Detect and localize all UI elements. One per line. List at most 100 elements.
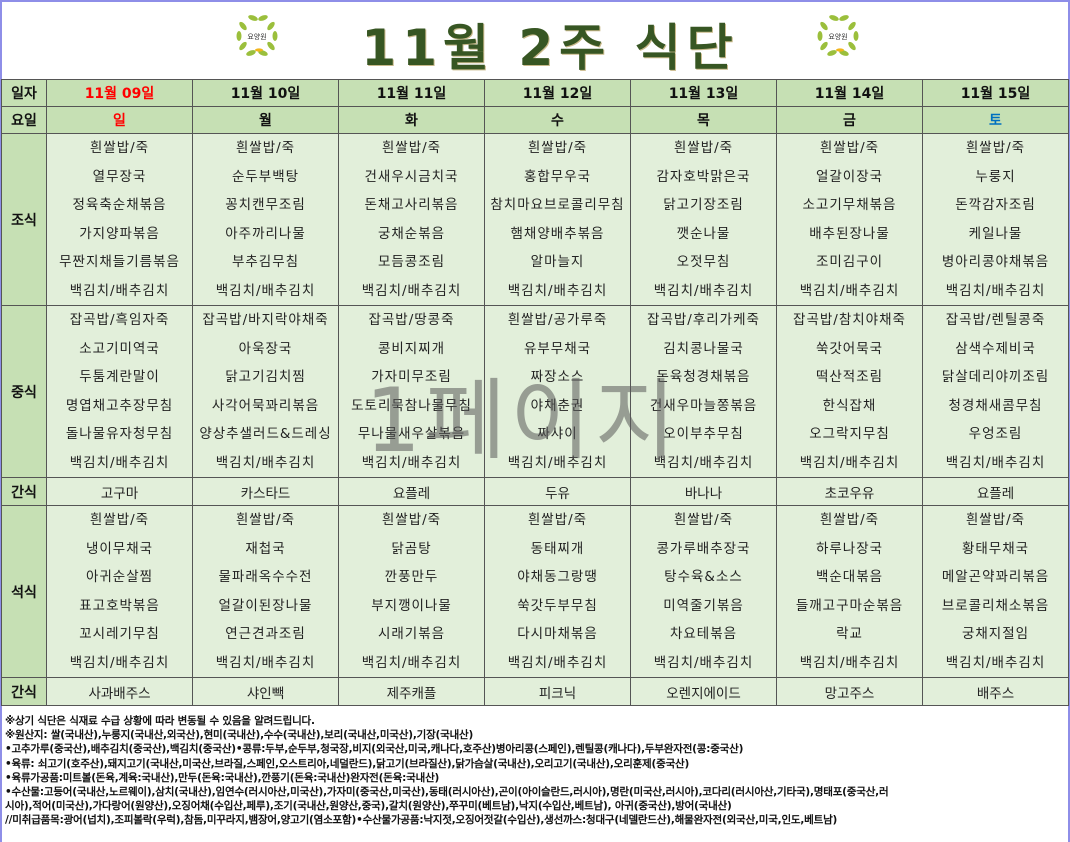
menu-item: 돈채고사리볶음 [364,197,459,213]
menu-item: 모듬콩조림 [377,254,446,270]
menu-item: 잡곡밥/땅콩죽 [368,312,455,328]
note-line: •육류: 쇠고기(호주산),돼지고기(국내산,미국산,브라질,스페인,오스트리아… [5,757,690,770]
menu-item: 백김치/배추김치 [653,454,754,471]
menu-item: 꽁치캔무조림 [225,197,306,213]
menu-item: 돌나물유자청무침 [65,426,174,442]
menu-item: 백김치/배추김치 [361,654,462,671]
row-breakfast: 조식 흰쌀밥/죽 열무장국 정육축순채볶음 가지양파볶음 무짠지채들기름볶음 백김치/배추김… [1,133,1069,306]
lunch-cell: 잡곡밥/바지락야채죽 아욱장국 닭고기김치찜 사각어묵꽈리볶음 양상추샐러드&드레싱 백김… [192,305,339,478]
menu-item: 건새우시금치국 [364,168,459,185]
snack1-cell: 바나나 [630,477,777,506]
menu-item: 재첩국 [245,540,286,557]
menu-item: 백순대볶음 [815,569,884,585]
dinner-cell: 흰쌀밥/죽 동태찌개 야채동그랑땡 쑥갓두부무침 다시마채볶음 백김치/배추김치 [484,505,631,678]
menu-item: 흰쌀밥/죽 [965,512,1026,528]
breakfast-cell: 흰쌀밥/죽 건새우시금치국 돈채고사리볶음 궁채순볶음 모듬콩조림 백김치/배추김치 [338,133,485,306]
weekday-cell: 화 [338,106,485,134]
menu-item: 흰쌀밥/죽 [89,512,150,528]
menu-item: 얼갈이된장나물 [218,597,313,614]
menu-item: 차요테볶음 [669,626,738,642]
menu-item: 두툼계란말이 [79,369,160,385]
snack1-cell: 요플레 [922,477,1069,506]
menu-item: 오이부추무침 [663,426,744,442]
row-label-lunch: 중식 [1,305,47,478]
menu-item: 잡곡밥/렌틸콩죽 [945,312,1046,328]
snack2-cell: 피크닉 [484,677,631,706]
menu-item: 잡곡밥/바지락야채죽 [202,312,329,328]
lunch-cell: 잡곡밥/렌틸콩죽 삼색수제비국 닭살데리야끼조림 청경채새콤무침 우엉조림 백김치/배추김… [922,305,1069,478]
row-date: 일자 11월 09일 11월 10일 11월 11일 11월 12일 11월 13일 11월… [1,79,1069,107]
menu-item: 닭고기장조림 [663,197,744,213]
breakfast-cell: 흰쌀밥/죽 누룽지 돈깍감자조림 케일나물 병아리콩야채볶음 백김치/배추김치 [922,133,1069,306]
breakfast-cell: 흰쌀밥/죽 감자호박맑은국 닭고기장조림 깻순나물 오젓무침 백김치/배추김치 [630,133,777,306]
menu-item: 백김치/배추김치 [361,454,462,471]
snack1-cell: 요플레 [338,477,485,506]
menu-item: 가자미무조림 [371,369,452,385]
date-cell: 11월 13일 [630,79,777,107]
note-line: •육류가공품:미트볼(돈육,계육:국내산),만두(돈육:국내산),깐풍기(돈육:… [5,771,440,784]
menu-item: 콩가루배추장국 [656,540,751,557]
row-label-weekday: 요일 [1,106,47,134]
menu-item: 잡곡밥/참치야채죽 [793,312,906,328]
menu-item: 백김치/배추김치 [945,454,1046,471]
breakfast-cell: 흰쌀밥/죽 홍합무우국 참치마요브로콜리무침 햄채양배추볶음 알마늘지 백김치/배추김치 [484,133,631,306]
breakfast-cell: 흰쌀밥/죽 열무장국 정육축순채볶음 가지양파볶음 무짠지채들기름볶음 백김치/배추김치 [46,133,193,306]
menu-item: 백김치/배추김치 [69,654,170,671]
menu-item: 궁채순볶음 [377,225,446,242]
menu-item: 동태찌개 [530,540,585,557]
header: 요양원 11월 2주 식단표 요양원 [0,2,1070,149]
menu-item: 참치마요브로콜리무침 [490,197,625,213]
menu-item: 흰쌀밥/죽 [527,140,588,156]
menu-item: 조미김구이 [815,254,884,270]
menu-item: 시래기볶음 [377,626,446,642]
weekday-cell: 토 [922,106,1069,134]
menu-item: 백김치/배추김치 [799,282,900,299]
logo-wreath-icon: 요양원 [236,15,278,56]
logo-wreath-icon: 요양원 [817,15,859,56]
menu-item: 궁채지절임 [961,626,1030,642]
menu-item: 하루나장국 [815,540,884,557]
menu-item: 백김치/배추김치 [799,454,900,471]
row-weekday: 요일 일 월 화 수 목 금 토 [1,106,1069,134]
menu-item: 오그락지무침 [809,426,890,442]
menu-item: 떡산적조림 [815,369,884,385]
menu-item: 락교 [836,626,863,642]
row-label-dinner: 석식 [1,505,47,678]
menu-item: 흰쌀밥/죽 [381,140,442,156]
menu-item: 백김치/배추김치 [653,282,754,299]
menu-item: 연근견과조림 [225,626,306,642]
menu-item: 흰쌀밥/죽 [527,512,588,528]
menu-item: 돈깍감자조림 [955,197,1036,213]
notes: ※상기 식단은 식재료 수급 상황에 따라 변동될 수 있음을 알려드립니다. ※… [5,714,1065,828]
note-line: •고추가루(중국산),배추김치(중국산),백김치(중국산)•콩류:두부,순두부,… [5,743,744,756]
menu-item: 탕수육&소스 [664,569,743,585]
snack2-cell: 샤인빽 [192,677,339,706]
weekday-cell: 월 [192,106,339,134]
menu-item: 아주까리나물 [225,225,306,242]
menu-item: 백김치/배추김치 [945,654,1046,671]
weekday-cell: 목 [630,106,777,134]
menu-item: 배추된장나물 [809,225,890,242]
row-label-snack1: 간식 [1,477,47,506]
menu-item: 백김치/배추김치 [507,282,608,299]
menu-item: 야채동그랑땡 [517,569,598,585]
menu-item: 흰쌀밥/죽 [673,512,734,528]
date-cell: 11월 11일 [338,79,485,107]
menu-item: 한식잡채 [822,397,877,414]
menu-item: 김치콩나물국 [663,340,744,357]
menu-item: 짜장소스 [530,369,585,385]
menu-item: 흰쌀밥/죽 [819,140,880,156]
snack1-cell: 카스타드 [192,477,339,506]
dinner-cell: 흰쌀밥/죽 콩가루배추장국 탕수육&소스 미역줄기볶음 차요테볶음 백김치/배추김치 [630,505,777,678]
lunch-cell: 잡곡밥/흑임자죽 소고기미역국 두툼계란말이 명엽채고추장무침 돌나물유자청무침 백김치/… [46,305,193,478]
menu-item: 누룽지 [975,168,1016,185]
menu-item: 부추김무침 [231,254,300,270]
menu-item: 흰쌀밥/공가루죽 [507,312,608,328]
note-line: ※원산지: 쌀(국내산),누룽지(국내산,외국산),현미(국내산),수수(국내산… [5,729,474,742]
menu-item: 쑥갓두부무침 [517,597,598,614]
menu-item: 아욱장국 [238,340,293,357]
snack2-cell: 망고주스 [776,677,923,706]
menu-item: 백김치/배추김치 [215,282,316,299]
menu-item: 오젓무침 [676,254,731,270]
menu-item: 열무장국 [92,168,147,185]
